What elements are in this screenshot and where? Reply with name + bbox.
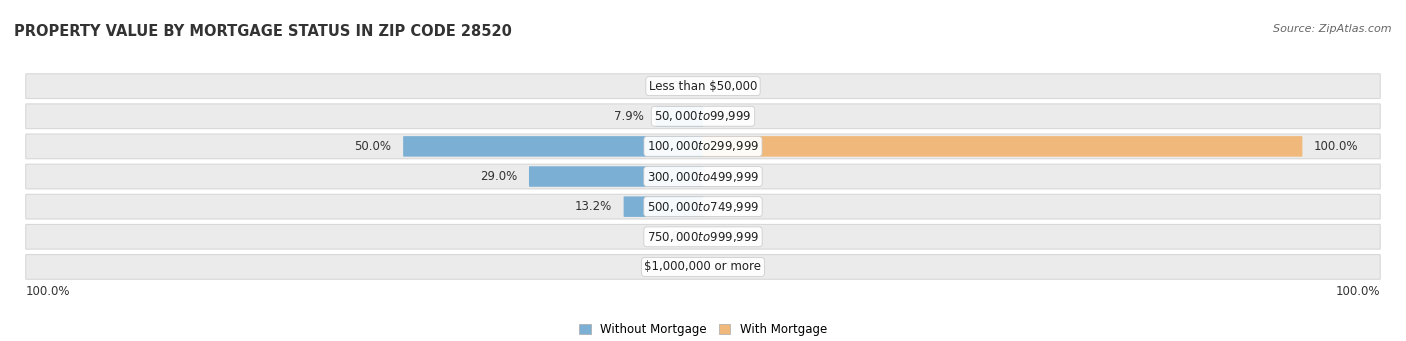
Text: 100.0%: 100.0%: [27, 285, 70, 298]
Text: 0.0%: 0.0%: [716, 79, 745, 93]
FancyBboxPatch shape: [655, 106, 703, 127]
Text: 50.0%: 50.0%: [354, 140, 391, 153]
Text: $300,000 to $499,999: $300,000 to $499,999: [647, 169, 759, 183]
Text: 0.0%: 0.0%: [661, 230, 690, 243]
Text: 100.0%: 100.0%: [1315, 140, 1358, 153]
FancyBboxPatch shape: [529, 166, 703, 187]
Text: $50,000 to $99,999: $50,000 to $99,999: [654, 109, 752, 123]
Text: 7.9%: 7.9%: [614, 110, 644, 123]
FancyBboxPatch shape: [25, 74, 1381, 99]
FancyBboxPatch shape: [25, 164, 1381, 189]
Text: 0.0%: 0.0%: [716, 110, 745, 123]
Text: $750,000 to $999,999: $750,000 to $999,999: [647, 230, 759, 244]
FancyBboxPatch shape: [25, 134, 1381, 159]
Text: $1,000,000 or more: $1,000,000 or more: [644, 261, 762, 273]
Text: Source: ZipAtlas.com: Source: ZipAtlas.com: [1274, 24, 1392, 34]
Text: $500,000 to $749,999: $500,000 to $749,999: [647, 200, 759, 214]
Text: 13.2%: 13.2%: [575, 200, 612, 213]
Text: 0.0%: 0.0%: [716, 170, 745, 183]
Text: Less than $50,000: Less than $50,000: [648, 79, 758, 93]
Text: PROPERTY VALUE BY MORTGAGE STATUS IN ZIP CODE 28520: PROPERTY VALUE BY MORTGAGE STATUS IN ZIP…: [14, 24, 512, 39]
FancyBboxPatch shape: [25, 255, 1381, 279]
Text: 0.0%: 0.0%: [716, 200, 745, 213]
Text: $100,000 to $299,999: $100,000 to $299,999: [647, 139, 759, 153]
Text: 0.0%: 0.0%: [716, 261, 745, 273]
Text: 0.0%: 0.0%: [716, 230, 745, 243]
Legend: Without Mortgage, With Mortgage: Without Mortgage, With Mortgage: [574, 318, 832, 341]
Text: 0.0%: 0.0%: [661, 79, 690, 93]
FancyBboxPatch shape: [25, 194, 1381, 219]
FancyBboxPatch shape: [25, 104, 1381, 129]
FancyBboxPatch shape: [25, 224, 1381, 249]
FancyBboxPatch shape: [703, 136, 1302, 157]
Text: 0.0%: 0.0%: [661, 261, 690, 273]
Text: 100.0%: 100.0%: [1336, 285, 1379, 298]
FancyBboxPatch shape: [624, 196, 703, 217]
FancyBboxPatch shape: [404, 136, 703, 157]
Text: 29.0%: 29.0%: [479, 170, 517, 183]
